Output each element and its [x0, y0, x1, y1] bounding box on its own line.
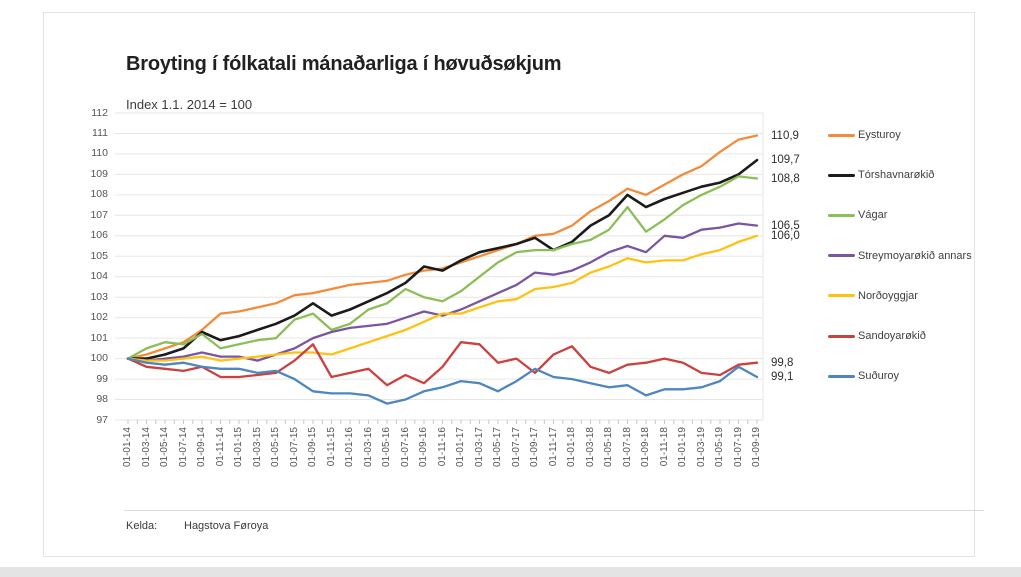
- y-axis-label: 111: [92, 126, 108, 139]
- legend-item-t-rshavnar-ki: Tórshavnarøkið: [858, 169, 935, 182]
- x-axis-label: 01-05-19: [714, 427, 725, 468]
- x-axis-label: 01-01-15: [233, 427, 244, 468]
- x-axis-label: 01-05-16: [381, 427, 392, 468]
- legend-item-v-gar: Vágar: [858, 209, 888, 222]
- series-line-t-rshavnar-ki: [126, 158, 759, 360]
- source-divider: [124, 510, 984, 511]
- x-axis-label: 01-05-18: [603, 427, 614, 468]
- x-axis-label: 01-07-16: [399, 427, 411, 468]
- x-axis-label: 01-07-17: [510, 427, 522, 468]
- x-axis-label: 01-05-15: [270, 427, 281, 468]
- y-axis-label: 98: [96, 393, 108, 406]
- x-axis-label: 01-09-19: [751, 427, 762, 468]
- x-axis-label: 01-11-14: [214, 427, 226, 467]
- x-axis-label: 01-11-18: [658, 427, 670, 467]
- x-axis-label: 01-03-19: [695, 427, 707, 468]
- x-axis-label: 01-09-14: [196, 427, 207, 468]
- x-axis-label: 01-07-15: [288, 427, 300, 468]
- x-axis-label: 01-07-18: [621, 427, 633, 468]
- x-axis-label: 01-09-18: [640, 427, 651, 468]
- y-axis-label: 100: [90, 352, 108, 365]
- x-axis-label: 01-07-19: [732, 427, 744, 468]
- x-axis-label: 01-09-16: [418, 427, 429, 468]
- series-line-v-gar: [126, 175, 759, 360]
- legend-swatch-nor-oyggjar: [828, 294, 855, 298]
- x-axis-label: 01-03-18: [584, 427, 596, 468]
- chart-card: Broyting í fólkatali mánaðarliga í høvuð…: [43, 12, 984, 557]
- y-axis-label: 105: [90, 249, 108, 262]
- x-axis-label: 01-03-17: [473, 427, 485, 468]
- legend-item-sandoyar-ki: Sandoyarøkið: [858, 330, 926, 342]
- y-axis-label: 99: [96, 372, 108, 385]
- series-end-value-v-gar: 108,8: [771, 172, 800, 185]
- x-axis-label: 01-05-17: [492, 427, 503, 468]
- y-axis-label: 112: [91, 106, 108, 119]
- series-end-value-su-uroy: 99,1: [771, 371, 794, 383]
- y-axis-label: 103: [90, 290, 108, 303]
- y-axis-label: 109: [90, 167, 108, 180]
- y-axis-label: 102: [90, 311, 108, 324]
- x-axis-label: 01-01-19: [677, 427, 688, 468]
- series-end-value-streymoyar-ki-annars: 106,5: [771, 219, 800, 232]
- y-axis-label: 101: [90, 331, 108, 344]
- series-line-su-uroy: [126, 357, 759, 405]
- x-axis-label: 01-03-14: [140, 427, 152, 468]
- x-axis-label: 01-01-14: [122, 427, 133, 468]
- legend-swatch-sandoyar-ki: [828, 334, 855, 338]
- legend-item-eysturoy: Eysturoy: [858, 129, 901, 141]
- x-axis-label: 01-01-17: [455, 427, 466, 468]
- legend-swatch-v-gar: [828, 213, 855, 217]
- x-axis-label: 01-09-17: [529, 427, 540, 468]
- series-line-sandoyar-ki: [126, 341, 759, 387]
- x-axis-label: 01-01-18: [566, 427, 577, 468]
- series-line-eysturoy: [126, 134, 759, 360]
- series-end-value-t-rshavnar-ki: 109,7: [771, 154, 800, 167]
- y-axis-label: 107: [90, 208, 108, 221]
- legend-item-streymoyar-ki-annars: Streymoyarøkið annars: [858, 249, 972, 262]
- legend-swatch-su-uroy: [828, 374, 855, 378]
- source-label: Kelda:: [126, 520, 158, 532]
- source-value: Hagstova Føroya: [184, 520, 269, 532]
- series-end-value-sandoyar-ki: 99,8: [771, 356, 794, 369]
- legend-item-nor-oyggjar: Norðoyggjar: [858, 289, 918, 302]
- legend-swatch-streymoyar-ki-annars: [828, 254, 855, 258]
- legend-item-su-uroy: Suðuroy: [858, 370, 899, 383]
- y-axis-label: 110: [91, 147, 108, 160]
- x-axis-label: 01-09-15: [307, 427, 318, 468]
- x-axis-label: 01-03-15: [251, 427, 263, 468]
- x-axis-label: 01-07-14: [177, 427, 189, 468]
- series-line-streymoyar-ki-annars: [126, 222, 759, 362]
- x-axis-label: 01-11-15: [325, 427, 337, 467]
- legend-swatch-eysturoy: [828, 133, 855, 137]
- x-axis-label: 01-11-17: [547, 427, 559, 467]
- legend-swatch-t-rshavnar-ki: [828, 173, 855, 177]
- series-end-value-eysturoy: 110,9: [771, 129, 799, 142]
- chart-subtitle: Index 1.1. 2014 = 100: [126, 97, 253, 112]
- y-axis-label: 104: [90, 270, 108, 283]
- x-axis-label: 01-01-16: [344, 427, 355, 468]
- y-axis-label: 97: [96, 413, 108, 426]
- chart-title: Broyting í fólkatali mánaðarliga í høvuð…: [126, 53, 562, 75]
- x-axis-label: 01-05-14: [159, 427, 170, 468]
- series-line-nor-oyggjar: [126, 234, 759, 362]
- y-axis-label: 106: [90, 229, 108, 242]
- x-axis-label: 01-11-16: [436, 427, 448, 467]
- series-end-value-nor-oyggjar: 106,0: [771, 229, 800, 242]
- x-axis-label: 01-03-16: [362, 427, 374, 468]
- y-axis-label: 108: [90, 188, 108, 201]
- bottom-strip: [0, 567, 1021, 577]
